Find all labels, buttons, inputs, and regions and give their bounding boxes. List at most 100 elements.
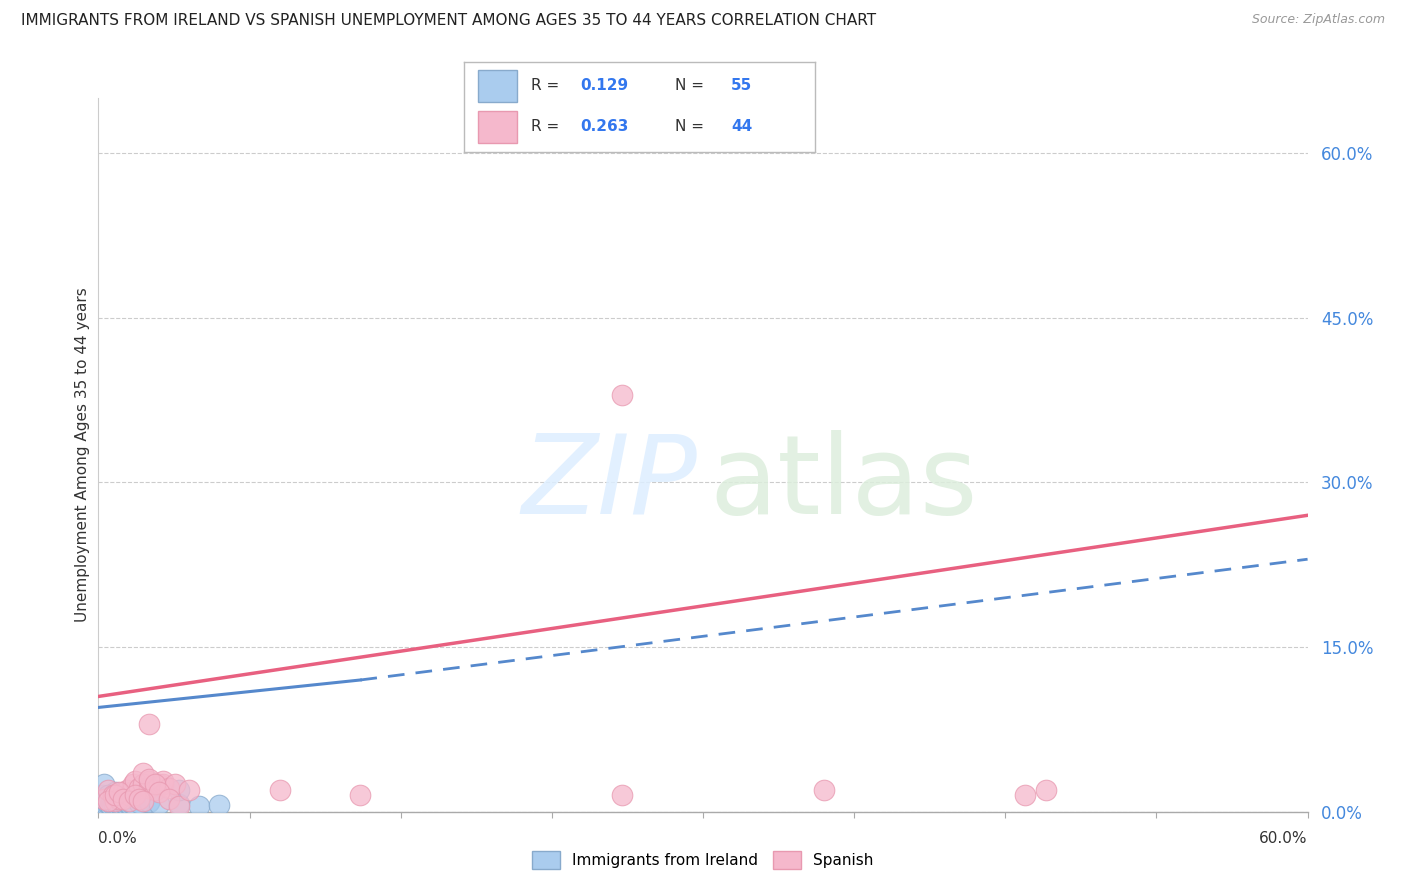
- Point: [114, 796, 136, 810]
- Point: [132, 777, 155, 791]
- Text: R =: R =: [531, 120, 564, 134]
- FancyBboxPatch shape: [478, 70, 517, 102]
- Point: [612, 789, 634, 803]
- Point: [110, 796, 132, 810]
- Point: [120, 795, 142, 809]
- Y-axis label: Unemployment Among Ages 35 to 44 years: Unemployment Among Ages 35 to 44 years: [75, 287, 90, 623]
- Point: [138, 794, 160, 808]
- Point: [128, 796, 150, 810]
- Point: [96, 796, 118, 810]
- Point: [111, 785, 134, 799]
- Point: [121, 796, 143, 810]
- Point: [115, 791, 138, 805]
- Point: [101, 791, 124, 805]
- Point: [103, 785, 125, 799]
- Point: [128, 780, 150, 795]
- Point: [143, 777, 166, 791]
- Text: 44: 44: [731, 120, 752, 134]
- Point: [103, 789, 125, 803]
- Point: [100, 795, 122, 809]
- Point: [1014, 789, 1036, 803]
- Text: 60.0%: 60.0%: [1260, 831, 1308, 846]
- Point: [105, 798, 128, 813]
- Point: [111, 789, 134, 803]
- Point: [117, 797, 139, 811]
- Point: [118, 794, 141, 808]
- Point: [124, 796, 146, 810]
- Text: N =: N =: [675, 78, 709, 93]
- Point: [97, 794, 120, 808]
- Point: [152, 777, 174, 791]
- Point: [143, 782, 166, 797]
- Point: [167, 782, 190, 797]
- Point: [115, 795, 138, 809]
- Point: [107, 791, 129, 805]
- Point: [104, 796, 127, 810]
- Text: 0.129: 0.129: [581, 78, 628, 93]
- Point: [101, 789, 124, 803]
- Point: [138, 774, 160, 789]
- Point: [100, 797, 122, 811]
- Point: [1035, 782, 1057, 797]
- Text: Source: ZipAtlas.com: Source: ZipAtlas.com: [1251, 13, 1385, 27]
- Point: [813, 782, 835, 797]
- Point: [163, 777, 186, 791]
- Point: [103, 794, 125, 808]
- Point: [110, 798, 132, 813]
- Point: [208, 798, 231, 813]
- Point: [167, 799, 190, 814]
- Text: atlas: atlas: [709, 430, 977, 537]
- Point: [98, 798, 121, 813]
- Point: [103, 794, 125, 808]
- Point: [115, 782, 138, 797]
- Text: 55: 55: [731, 78, 752, 93]
- Point: [118, 794, 141, 808]
- Point: [90, 796, 112, 810]
- Point: [152, 774, 174, 789]
- Point: [124, 774, 146, 789]
- Point: [118, 789, 141, 803]
- Point: [148, 777, 170, 791]
- Point: [148, 785, 170, 799]
- Point: [128, 791, 150, 805]
- Point: [122, 798, 145, 813]
- Legend: Immigrants from Ireland, Spanish: Immigrants from Ireland, Spanish: [526, 845, 880, 875]
- Point: [108, 794, 131, 808]
- Point: [188, 799, 211, 814]
- Point: [91, 789, 114, 803]
- Point: [132, 794, 155, 808]
- Point: [148, 797, 170, 811]
- Point: [120, 785, 142, 799]
- Point: [97, 789, 120, 803]
- Point: [118, 798, 141, 813]
- Point: [112, 797, 135, 811]
- Text: N =: N =: [675, 120, 709, 134]
- Point: [107, 797, 129, 811]
- Point: [118, 796, 141, 810]
- Point: [93, 791, 115, 805]
- Point: [179, 782, 201, 797]
- Text: 0.263: 0.263: [581, 120, 628, 134]
- Point: [107, 785, 129, 799]
- Point: [128, 791, 150, 805]
- FancyBboxPatch shape: [478, 111, 517, 143]
- Point: [349, 789, 371, 803]
- Point: [107, 796, 129, 810]
- Point: [111, 795, 134, 809]
- Point: [121, 797, 143, 811]
- Point: [269, 782, 291, 797]
- Point: [93, 797, 115, 811]
- Point: [157, 791, 180, 805]
- Point: [121, 777, 143, 791]
- Point: [612, 387, 634, 401]
- Point: [101, 795, 124, 809]
- Point: [103, 797, 125, 811]
- Point: [111, 791, 134, 805]
- Point: [138, 795, 160, 809]
- Point: [93, 795, 115, 809]
- Point: [96, 798, 118, 813]
- Point: [93, 777, 115, 791]
- Point: [138, 717, 160, 731]
- Point: [124, 789, 146, 803]
- Point: [132, 795, 155, 809]
